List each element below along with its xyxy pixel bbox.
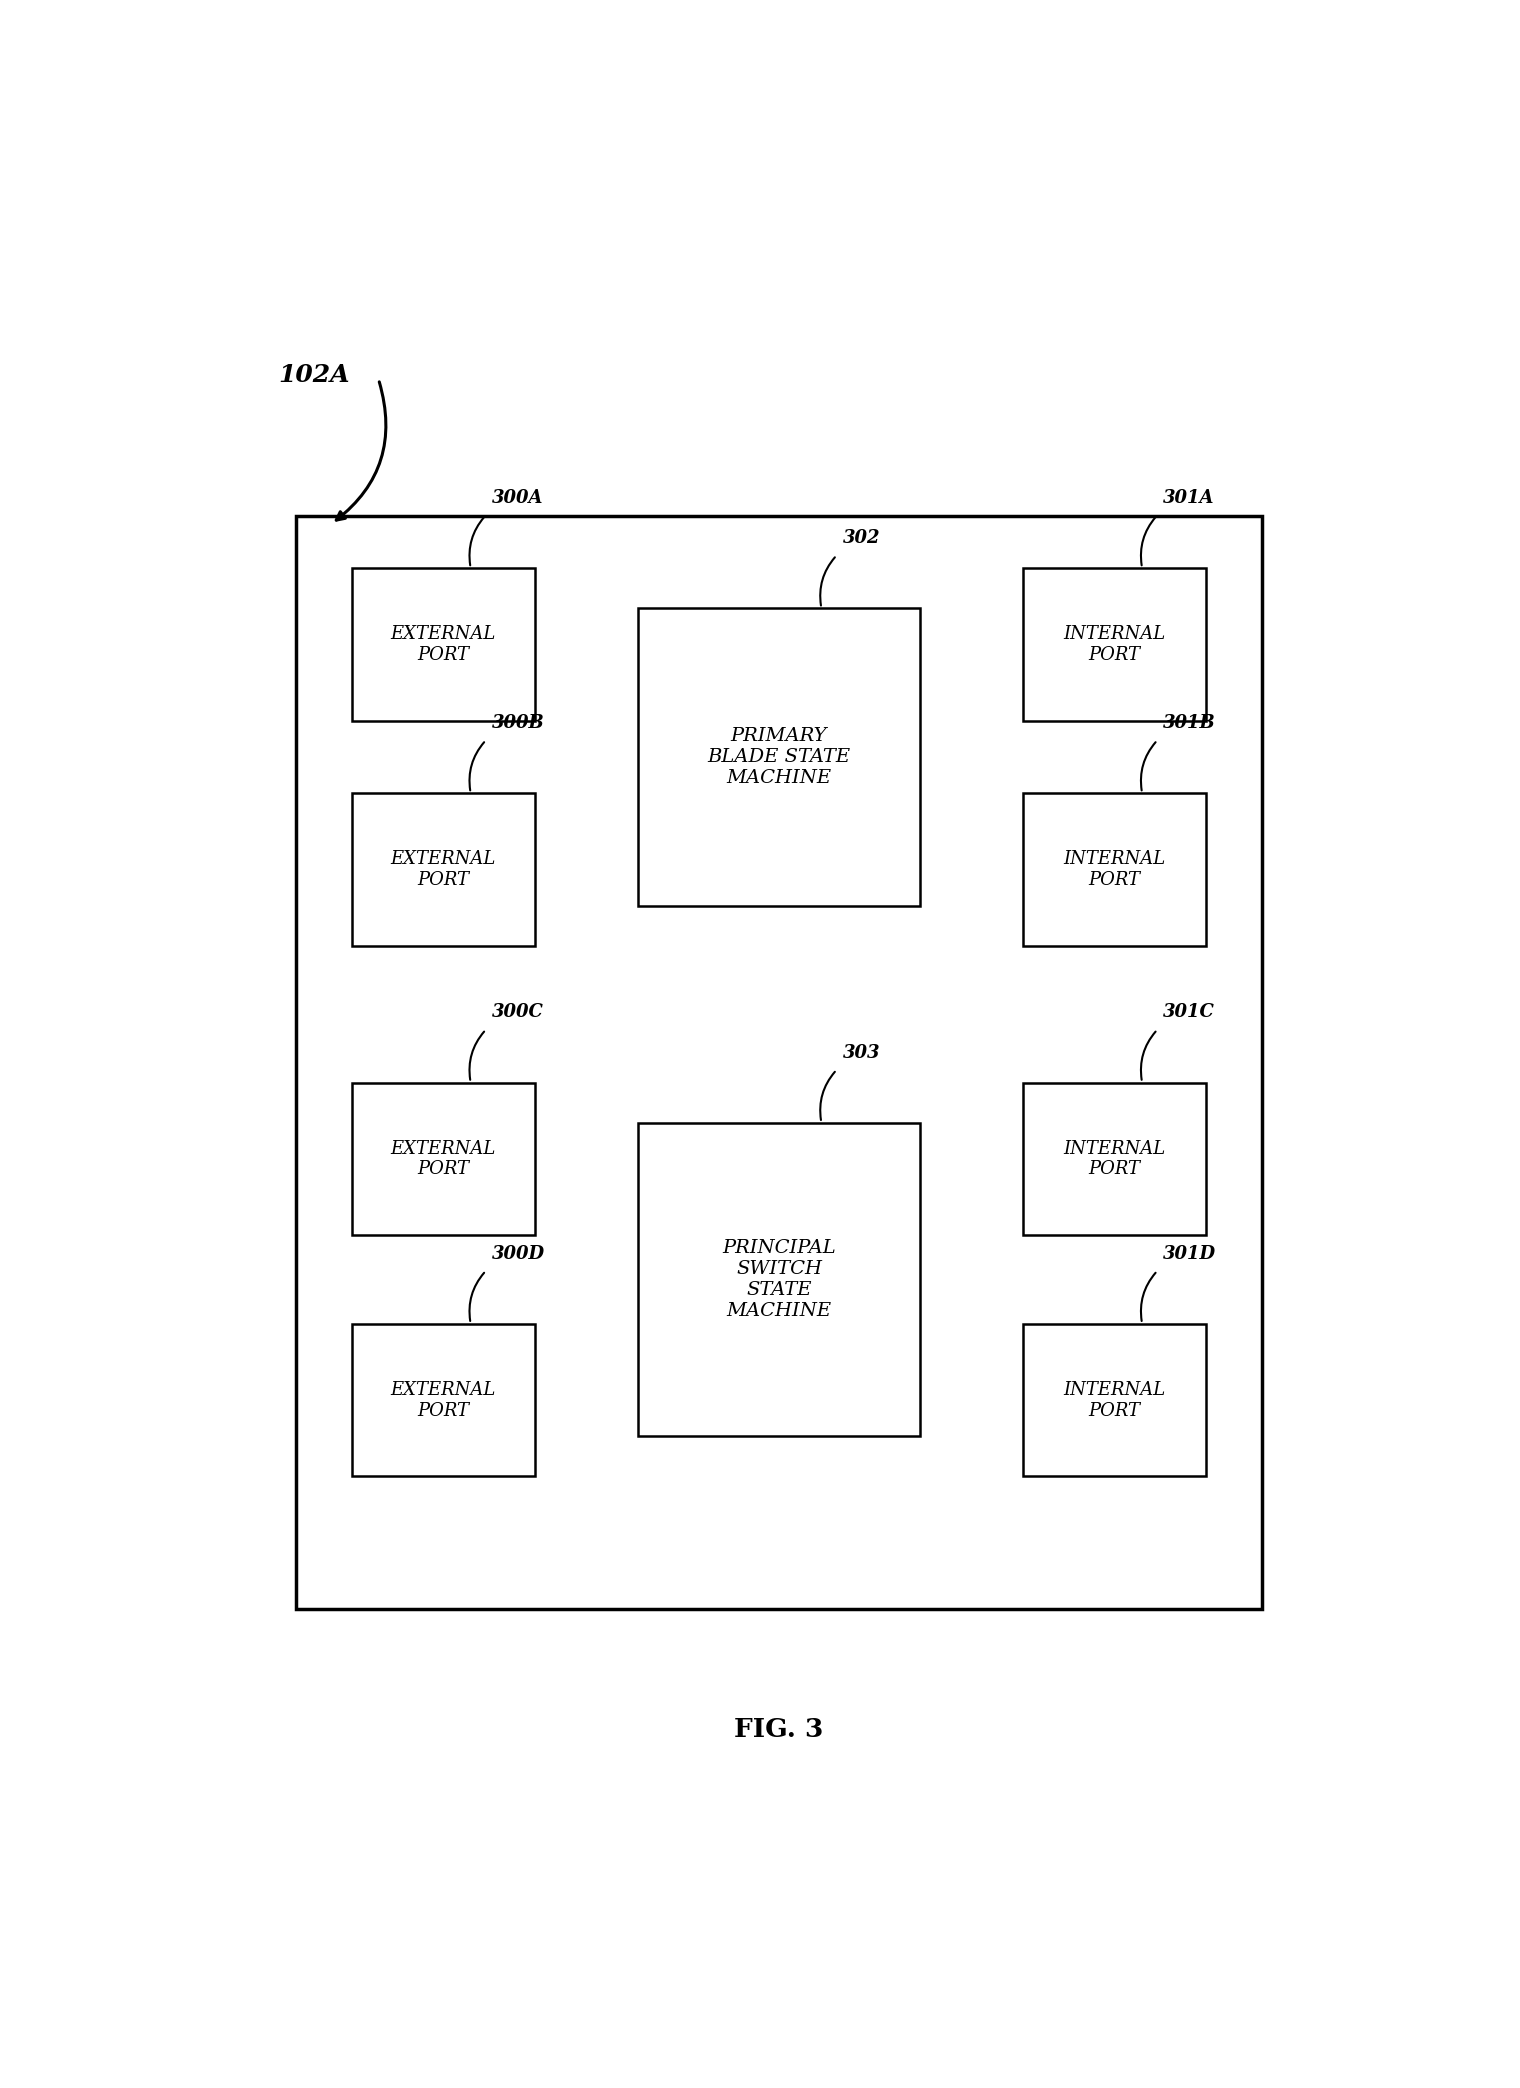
Text: EXTERNAL
PORT: EXTERNAL PORT <box>391 850 496 889</box>
Text: 301C: 301C <box>1163 1004 1214 1021</box>
Bar <box>353 1082 535 1236</box>
Text: 301B: 301B <box>1163 714 1216 733</box>
Bar <box>1023 1082 1205 1236</box>
Bar <box>353 568 535 720</box>
Bar <box>1023 793 1205 946</box>
Bar <box>296 516 1262 1610</box>
Text: EXTERNAL
PORT: EXTERNAL PORT <box>391 1140 496 1178</box>
Text: PRINCIPAL
SWITCH
STATE
MACHINE: PRINCIPAL SWITCH STATE MACHINE <box>722 1240 836 1320</box>
Text: 302: 302 <box>842 528 880 547</box>
Text: 301D: 301D <box>1163 1244 1216 1263</box>
Bar <box>353 1324 535 1476</box>
Bar <box>1023 568 1205 720</box>
Text: 300D: 300D <box>492 1244 546 1263</box>
Text: EXTERNAL
PORT: EXTERNAL PORT <box>391 624 496 664</box>
Text: 300A: 300A <box>492 489 543 507</box>
Bar <box>1023 1324 1205 1476</box>
Bar <box>638 1123 920 1437</box>
Text: 303: 303 <box>842 1044 880 1061</box>
Text: 102A: 102A <box>278 363 350 386</box>
Text: 301A: 301A <box>1163 489 1214 507</box>
Bar <box>638 608 920 906</box>
Text: 300B: 300B <box>492 714 544 733</box>
Bar <box>353 793 535 946</box>
Text: INTERNAL
PORT: INTERNAL PORT <box>1064 850 1166 889</box>
Text: INTERNAL
PORT: INTERNAL PORT <box>1064 624 1166 664</box>
Text: INTERNAL
PORT: INTERNAL PORT <box>1064 1140 1166 1178</box>
Text: EXTERNAL
PORT: EXTERNAL PORT <box>391 1380 496 1420</box>
Text: PRIMARY
BLADE STATE
MACHINE: PRIMARY BLADE STATE MACHINE <box>707 727 851 787</box>
Text: FIG. 3: FIG. 3 <box>734 1716 824 1741</box>
Text: 300C: 300C <box>492 1004 544 1021</box>
Text: INTERNAL
PORT: INTERNAL PORT <box>1064 1380 1166 1420</box>
